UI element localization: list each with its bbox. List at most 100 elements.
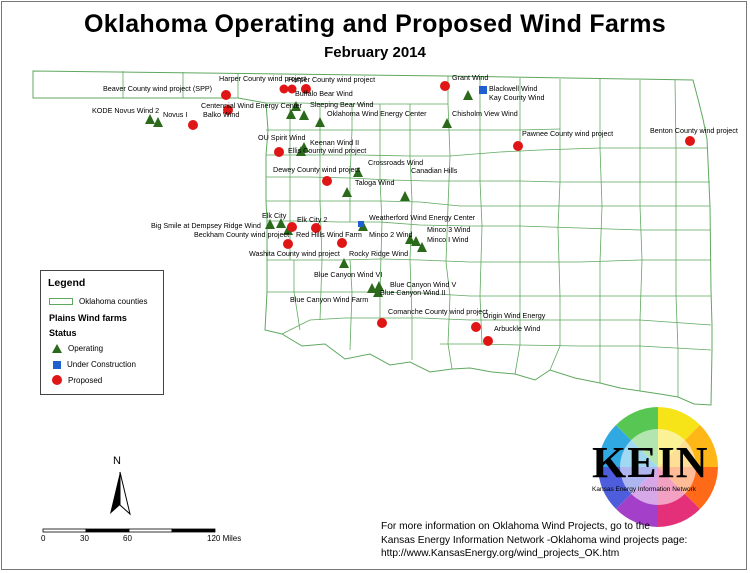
site-label: Dewey County wind project (273, 165, 360, 174)
site-label: Novus I (163, 110, 187, 119)
proposed-marker (283, 239, 293, 249)
proposed-marker (471, 322, 481, 332)
scale-bar (42, 528, 216, 533)
site-label: Beckham County wind project (194, 230, 289, 239)
legend-item-label: Operating (68, 344, 104, 353)
operating-marker (373, 287, 383, 297)
proposed-marker (322, 176, 332, 186)
site-label: Sleeping Bear Wind (310, 100, 374, 109)
site-label: Red Hills Wind Farm (296, 230, 362, 239)
operating-marker (291, 101, 301, 111)
site-label: Buffalo Bear Wind (295, 89, 353, 98)
proposed-marker (301, 84, 311, 94)
proposed-marker (274, 147, 284, 157)
site-label: Blue Canyon Wind II (380, 288, 446, 297)
site-label: Benton County wind project (650, 126, 738, 135)
proposed-marker (188, 120, 198, 130)
site-label: Harper County wind project (288, 75, 375, 84)
site-label: Centennial Wind Energy Center (201, 101, 303, 110)
site-label: Rocky Ridge Wind (349, 249, 408, 258)
legend-layer: Plains Wind farms (49, 313, 127, 323)
proposed-marker (513, 141, 523, 151)
site-label: Oklahoma Wind Energy Center (327, 109, 427, 118)
legend-item-construction: Under Construction (49, 360, 136, 369)
operating-marker (411, 236, 421, 246)
state-outline (32, 70, 713, 406)
operating-marker (265, 219, 275, 229)
info-line-3[interactable]: http://www.KansasEnergy.org/wind_project… (381, 548, 620, 559)
site-label: OU Spirit Wind (258, 133, 306, 142)
site-label: Big Smile at Dempsey Ridge Wind (151, 221, 261, 230)
legend-counties-label: Oklahoma counties (79, 297, 148, 306)
info-text: For more information on Oklahoma Wind Pr… (381, 520, 687, 561)
site-label: Grant Wind (452, 73, 488, 82)
scale-tick: 30 (80, 534, 89, 543)
legend-counties: Oklahoma counties (49, 297, 147, 306)
operating-marker (405, 234, 415, 244)
proposed-marker (311, 223, 321, 233)
site-label: Blue Canyon Wind V (390, 280, 457, 289)
proposed-marker (221, 90, 231, 100)
operating-marker (315, 117, 325, 127)
legend-item-operating: Operating (49, 344, 103, 353)
kein-logo-text: KEIN (592, 438, 709, 487)
operating-marker (276, 218, 286, 228)
site-label: Keenan Wind II (310, 138, 359, 147)
county-borders (122, 71, 712, 397)
site-label: KODE Novus Wind 2 (92, 106, 159, 115)
site-label: Washita County wind project (249, 249, 340, 258)
site-label: Ellis County wind project (288, 146, 366, 155)
operating-marker (286, 109, 296, 119)
operating-marker (153, 117, 163, 127)
kein-logo-wheel (598, 407, 718, 527)
site-label: Chisholm View Wind (452, 109, 518, 118)
site-label: Blackwell Wind (489, 84, 537, 93)
site-label: Arbuckle Wind (494, 324, 540, 333)
site-label: Taloga Wind (355, 178, 395, 187)
site-label: Minco I Wind (427, 235, 469, 244)
operating-marker (145, 114, 155, 124)
operating-marker (299, 110, 309, 120)
construction-markers (358, 86, 487, 227)
operating-marker (339, 258, 349, 268)
operating-marker (353, 167, 363, 177)
info-line-2: Kansas Energy Information Network -Oklah… (381, 534, 688, 546)
map-title: Oklahoma Operating and Proposed Wind Far… (84, 10, 666, 38)
proposed-marker (287, 84, 297, 94)
proposed-marker (287, 222, 297, 232)
construction-marker (358, 221, 364, 227)
site-label: Comanche County wind project (388, 307, 488, 316)
operating-marker (442, 118, 452, 128)
site-label: Elk City (262, 211, 287, 220)
operating-marker (417, 242, 427, 252)
site-label: Origin Wind Energy (483, 311, 546, 320)
blue-square-icon (53, 360, 61, 369)
operating-marker (400, 191, 410, 201)
site-label: Blue Canyon Wind VI (314, 270, 382, 279)
info-line-1: For more information on Oklahoma Wind Pr… (381, 521, 650, 532)
scale-tick: 60 (123, 534, 132, 543)
proposed-marker (377, 318, 387, 328)
scale-tick: 120 Miles (207, 534, 242, 543)
green-triangle-icon (52, 344, 62, 353)
site-label: Crossroads Wind (368, 158, 423, 167)
operating-marker (374, 281, 384, 291)
county-symbol-icon (49, 298, 73, 305)
legend-item-label: Under Construction (67, 360, 136, 369)
site-label: Elk City 2 (297, 215, 327, 224)
site-label: Blue Canyon Wind Farm (290, 295, 368, 304)
construction-marker (479, 86, 487, 94)
proposed-marker (483, 336, 493, 346)
legend-item-label: Proposed (68, 375, 103, 385)
site-label: Canadian Hills (411, 166, 458, 175)
site-label: Weatherford Wind Energy Center (369, 213, 476, 222)
map-legend: Legend Oklahoma counties Plains Wind far… (40, 270, 164, 395)
site-label: Beaver County wind project (SPP) (103, 84, 212, 93)
proposed-marker (685, 136, 695, 146)
proposed-marker (279, 84, 289, 94)
proposed-markers (188, 81, 695, 346)
site-labels: Harper County wind project Harper County… (92, 73, 738, 333)
operating-marker (463, 90, 473, 100)
